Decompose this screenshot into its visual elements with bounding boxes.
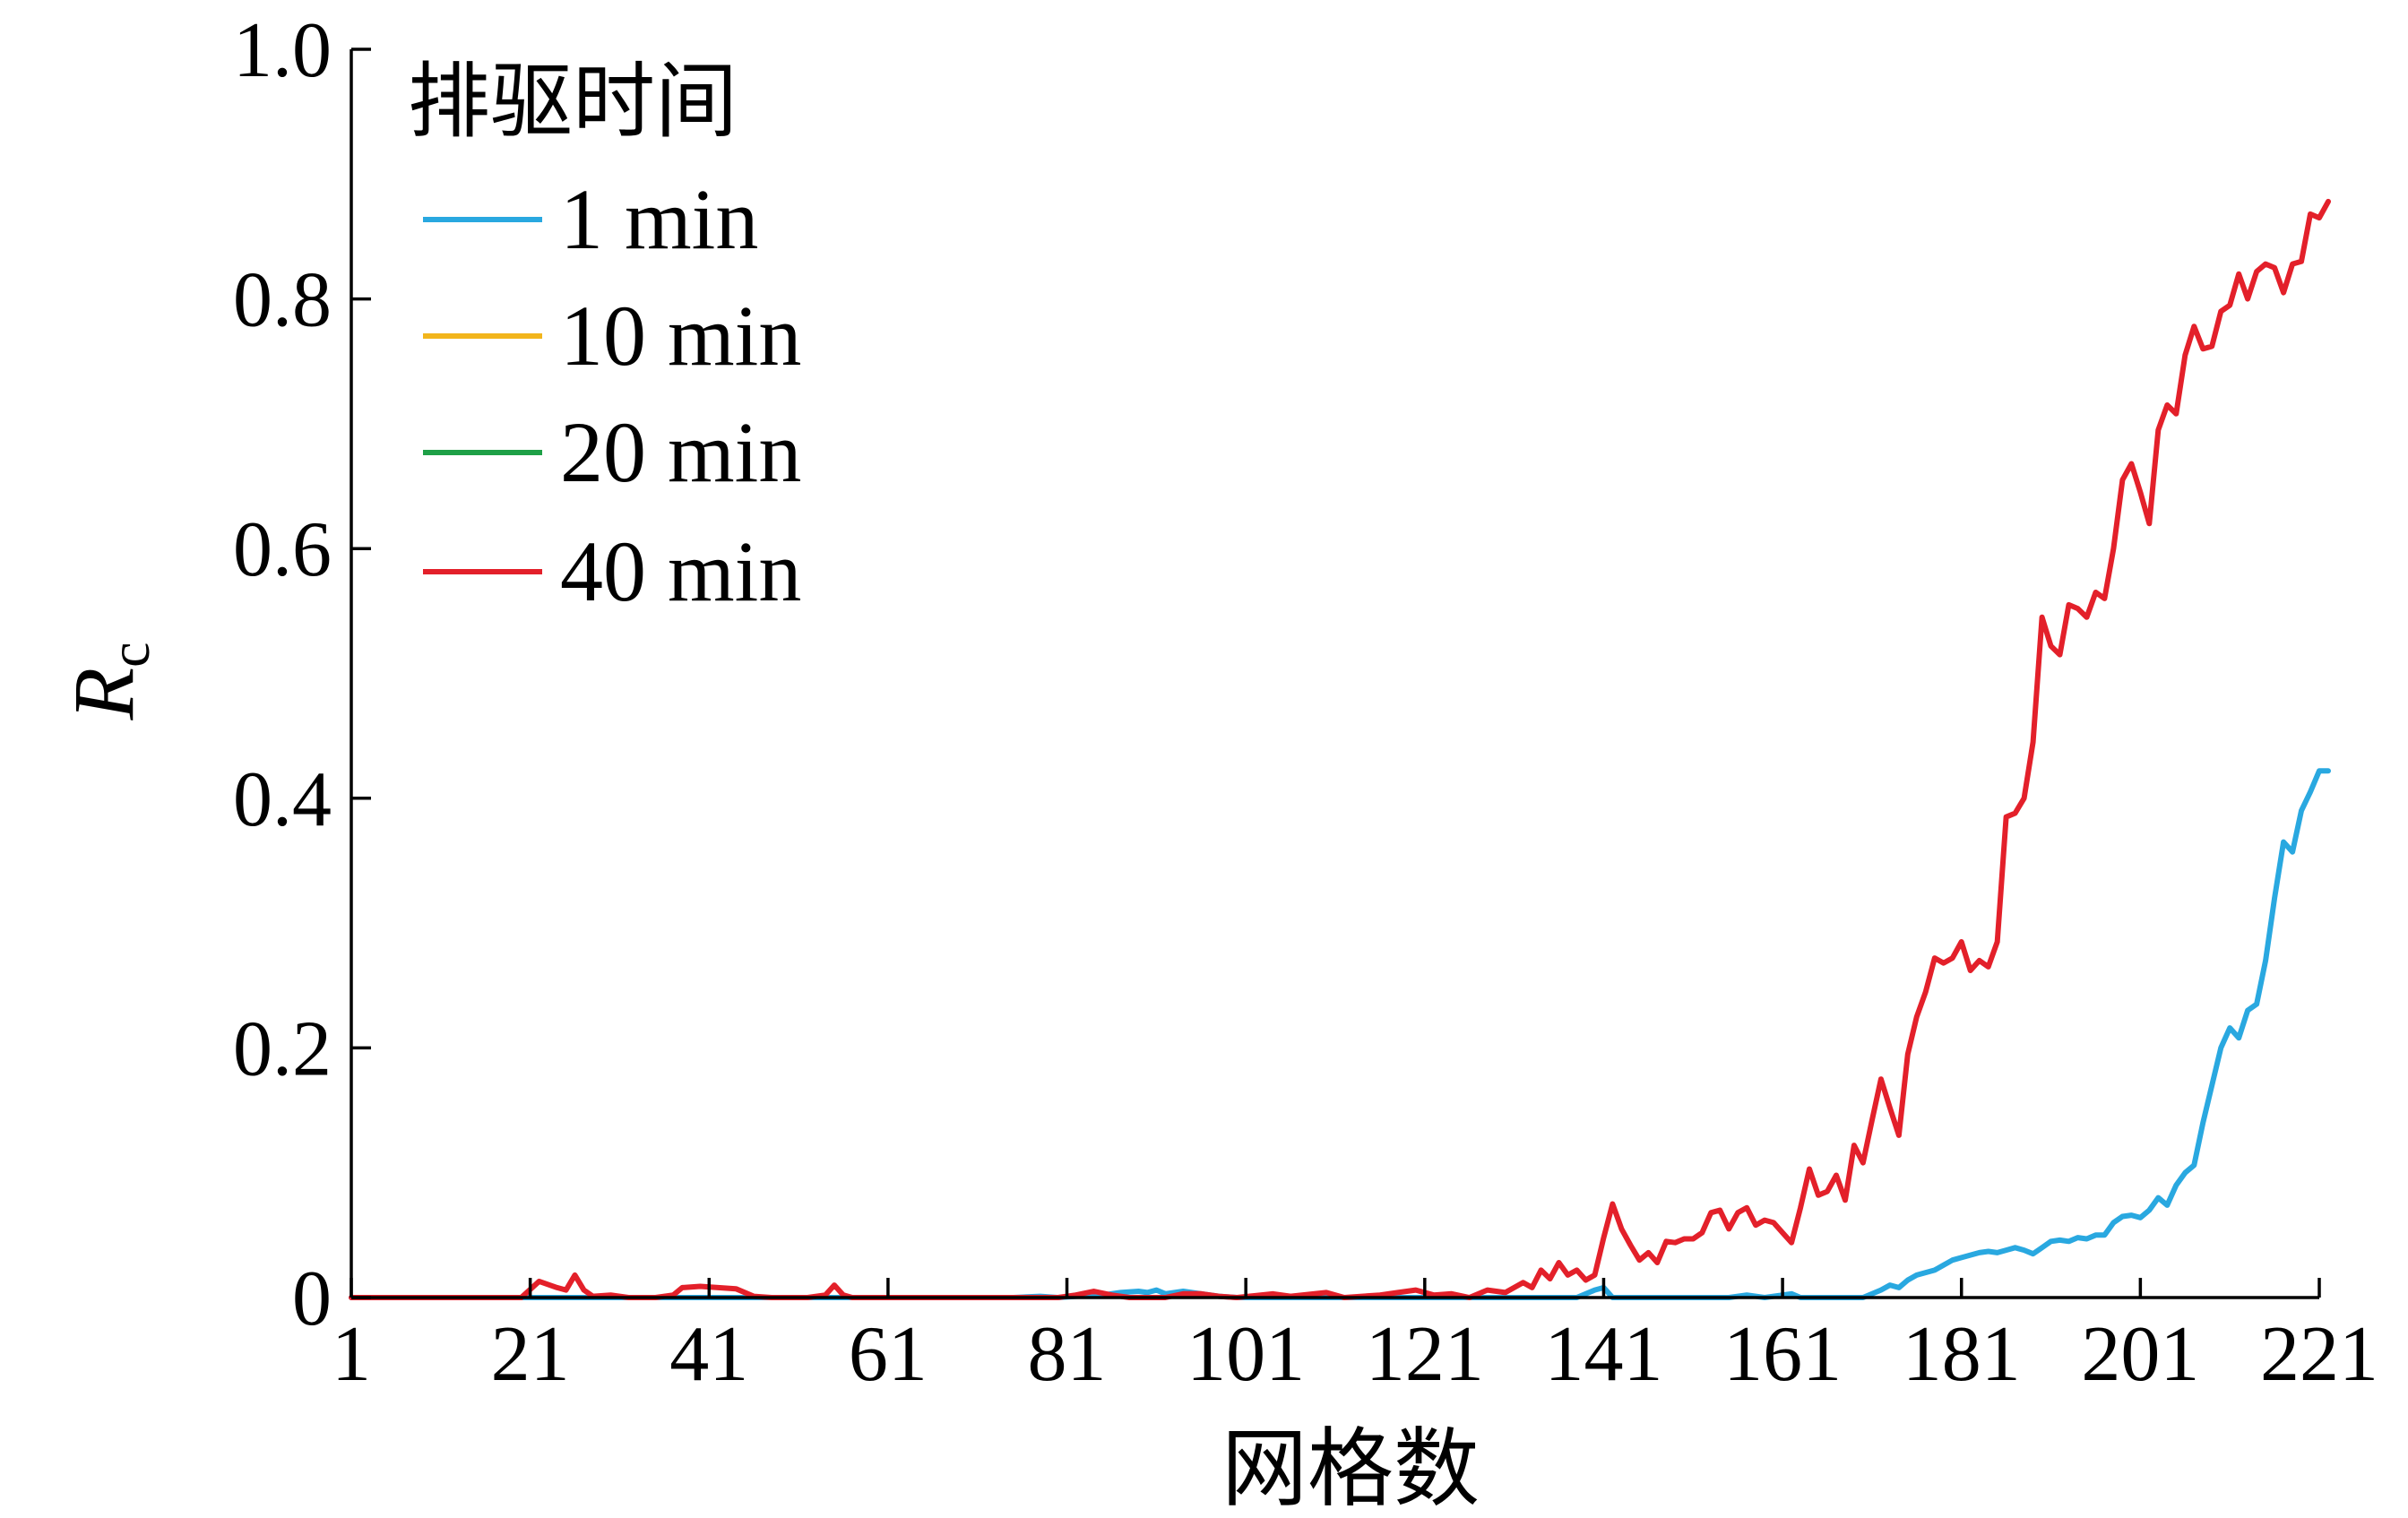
x-tick-label: 21: [491, 1311, 570, 1398]
x-tick-label: 161: [1723, 1311, 1842, 1398]
ticks: 00.20.40.60.81.01 21 41 61 81 101 121 141 161 181…: [233, 7, 2378, 1398]
legend-title: 排驱时间: [408, 54, 738, 150]
y-axis-title-subscript: c: [98, 642, 161, 667]
legend-entry-label: 10 min: [560, 288, 801, 384]
x-tick-label: 141: [1544, 1311, 1662, 1398]
y-tick-label: 0: [292, 1255, 332, 1342]
x-tick-label: 101: [1187, 1311, 1305, 1398]
y-tick-label: 0.2: [233, 1005, 332, 1092]
x-tick-label: 181: [1903, 1311, 2021, 1398]
legend-entry-label: 20 min: [560, 404, 801, 500]
y-axis-title: Rc: [56, 642, 161, 720]
series-line-1: [349, 768, 2331, 1300]
axes: [350, 49, 2319, 1299]
x-tick-label: 201: [2081, 1311, 2199, 1398]
x-tick-label: 81: [1028, 1311, 1107, 1398]
x-tick-label: 41: [669, 1311, 748, 1398]
legend-entry-label: 1 min: [560, 171, 758, 267]
y-tick-label: 1.0: [233, 7, 332, 94]
x-tick-label: 1: [332, 1311, 371, 1398]
y-tick-label: 0.6: [233, 506, 332, 593]
x-axis-title: 网格数: [1221, 1419, 1480, 1518]
y-tick-label: 0.4: [233, 756, 332, 843]
legend: 排驱时间 1 min 10 min 20 min 40 min: [408, 54, 801, 619]
x-tick-label: 121: [1366, 1311, 1484, 1398]
x-tick-label: 221: [2260, 1311, 2378, 1398]
x-tick-label: 61: [849, 1311, 928, 1398]
legend-entry-label: 40 min: [560, 523, 801, 619]
y-axis-title-main: R: [56, 668, 151, 721]
y-tick-label: 0.8: [233, 257, 332, 344]
